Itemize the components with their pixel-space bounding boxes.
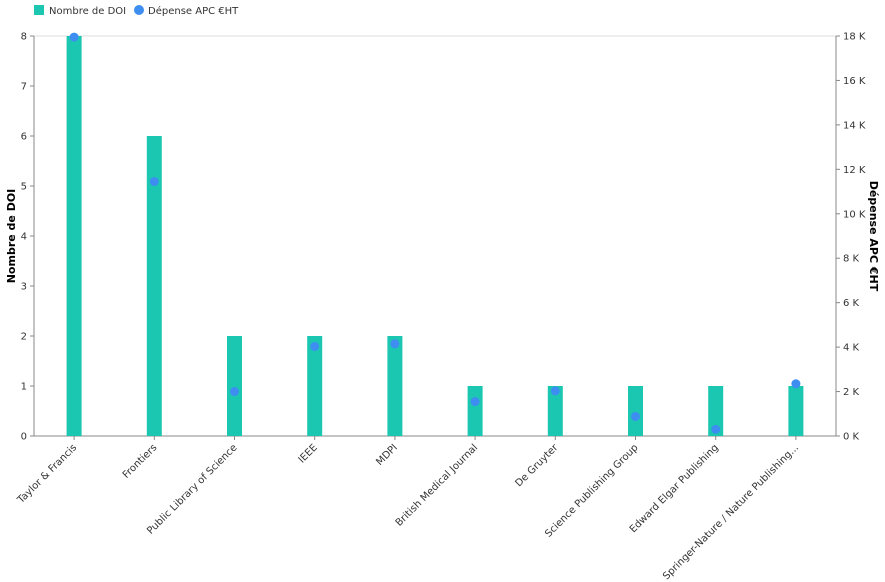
bar[interactable] xyxy=(227,336,242,436)
x-tick-label: Frontiers xyxy=(121,442,160,481)
x-tick-label: IEEE xyxy=(297,442,320,465)
y-right-tick-label: 10 K xyxy=(843,209,866,220)
y-left-axis-title: Nombre de DOI xyxy=(5,189,18,284)
point-series xyxy=(69,32,801,434)
bar[interactable] xyxy=(708,386,724,436)
legend-label-bars: Nombre de DOI xyxy=(49,6,126,17)
y-left-tick-label: 6 xyxy=(21,132,27,143)
legend-swatch-points xyxy=(134,5,144,15)
x-tick-label: Public Library of Science xyxy=(145,442,239,536)
x-tick-label: MDPI xyxy=(374,442,400,468)
x-tick-label: British Medical Journal xyxy=(394,442,480,528)
x-tick-label: Taylor & Francis xyxy=(15,442,79,506)
y-right-tick-label: 4 K xyxy=(843,343,860,354)
y-right-tick-label: 14 K xyxy=(843,120,866,131)
right-axis-ticks: 0 K 2 K 4 K 6 K 8 K 10 K 12 K 14 K 16 K 18 K xyxy=(836,32,866,443)
y-right-tick-label: 18 K xyxy=(843,32,866,43)
bar[interactable] xyxy=(547,386,563,436)
data-point[interactable] xyxy=(310,341,320,351)
bar[interactable] xyxy=(66,36,82,436)
data-point[interactable] xyxy=(390,339,400,349)
left-axis-ticks: 0 1 2 3 4 5 6 7 8 xyxy=(21,32,34,443)
data-point[interactable] xyxy=(69,32,79,42)
x-tick-label: Springer-Nature / Nature Publishing... xyxy=(661,442,801,582)
y-left-tick-label: 7 xyxy=(21,82,27,93)
bar[interactable] xyxy=(628,386,643,436)
x-tick-label: De Gruyter xyxy=(514,442,562,490)
y-right-tick-label: 12 K xyxy=(843,165,866,176)
y-left-tick-label: 2 xyxy=(21,332,27,343)
data-point[interactable] xyxy=(631,411,640,421)
bar[interactable] xyxy=(307,336,323,436)
bar[interactable] xyxy=(387,336,403,436)
y-left-tick-label: 1 xyxy=(21,382,27,393)
y-left-tick-label: 0 xyxy=(21,432,27,443)
legend: Nombre de DOI Dépense APC €HT xyxy=(34,5,239,17)
y-right-tick-label: 8 K xyxy=(843,254,860,265)
y-right-tick-label: 6 K xyxy=(843,298,860,309)
data-point[interactable] xyxy=(470,397,480,407)
bar[interactable] xyxy=(146,136,162,436)
y-left-tick-label: 8 xyxy=(21,32,27,43)
data-point[interactable] xyxy=(550,386,560,396)
y-left-tick-label: 5 xyxy=(21,182,27,193)
bar[interactable] xyxy=(788,386,804,436)
x-tick-label: Edward Elgar Publishing xyxy=(628,442,721,535)
data-point[interactable] xyxy=(149,177,159,187)
y-right-tick-label: 2 K xyxy=(843,387,860,398)
y-right-tick-label: 0 K xyxy=(843,432,860,443)
plot-area: 0 1 2 3 4 5 6 7 8 0 K 2 K 4 K 6 K 8 K 10 K 12 K 14 K 16 … xyxy=(15,32,866,582)
data-point[interactable] xyxy=(230,387,239,397)
bar-series xyxy=(66,36,804,436)
data-point[interactable] xyxy=(711,424,721,434)
bar[interactable] xyxy=(467,386,483,436)
legend-label-points: Dépense APC €HT xyxy=(148,5,239,17)
data-point[interactable] xyxy=(791,379,801,389)
x-tick-label: Science Publishing Group xyxy=(543,442,640,539)
y-left-tick-label: 4 xyxy=(21,232,27,243)
y-left-tick-label: 3 xyxy=(21,282,27,293)
y-right-tick-label: 16 K xyxy=(843,76,866,87)
legend-swatch-bars xyxy=(34,5,44,15)
y-right-axis-title: Dépense APC €HT xyxy=(867,181,880,292)
